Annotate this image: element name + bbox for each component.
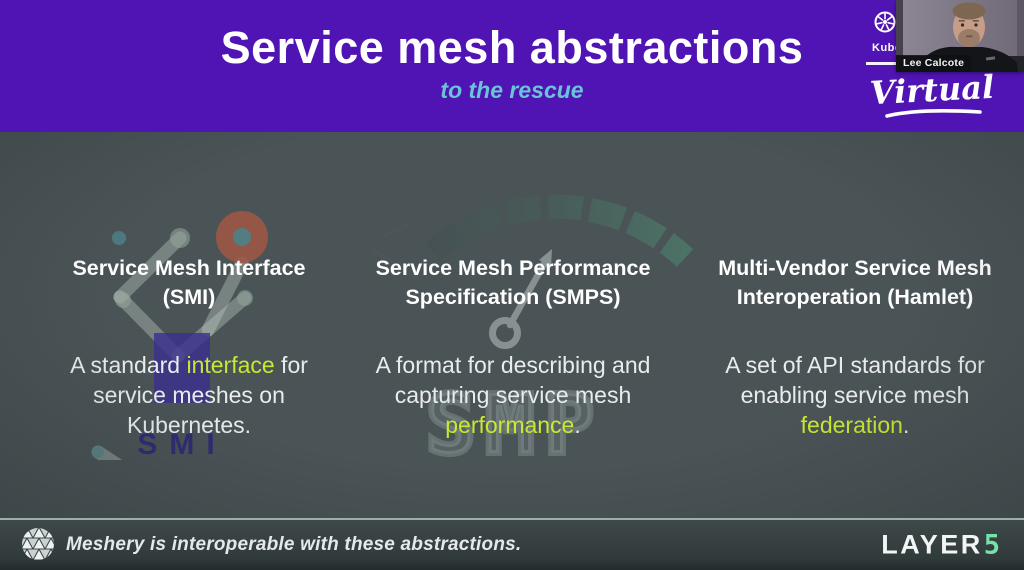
column-heading: Multi-Vendor Service Mesh Interoperation… (718, 256, 992, 309)
kubecon-badge: Kube (872, 10, 902, 54)
kubernetes-wheel-icon (874, 11, 896, 33)
body-text: . (902, 412, 910, 438)
column-body: A format for describing and capturing se… (353, 350, 673, 440)
slide-footer: Meshery is interoperable with these abst… (0, 518, 1024, 570)
footer-note: Meshery is interoperable with these abst… (66, 534, 522, 555)
page-subtitle: to the rescue (440, 77, 584, 103)
smp-gauge-watermark (371, 194, 694, 349)
layer5-wordmark: LAYER (881, 529, 983, 560)
column-smi: Service Mesh Interface (SMI) A standard … (54, 254, 324, 440)
virtual-underline-swoosh (885, 109, 982, 118)
body-text: A format for describing and capturing se… (375, 352, 651, 408)
highlight-term: interface (186, 352, 275, 378)
body-text: A standard (70, 352, 187, 378)
highlight-term: federation (800, 412, 903, 438)
kubecon-underline (866, 62, 900, 65)
webcam-overlay[interactable]: Lee Calcote (896, 0, 1024, 72)
meshery-logo-icon (22, 528, 54, 560)
body-text: for service meshes on Kubernetes. (93, 352, 308, 438)
virtual-script-label: Virtual (868, 67, 996, 113)
smi-watermark-label: SMI (137, 428, 226, 460)
page-title: Service mesh abstractions (220, 22, 804, 73)
column-smps: Service Mesh Performance Specification (… (353, 254, 673, 440)
column-body: A standard interface for service meshes … (54, 350, 324, 440)
column-body: A set of API standards for enabling serv… (705, 350, 1005, 440)
body-text: A set of API standards for enabling serv… (725, 352, 985, 408)
body-text: . (574, 412, 581, 438)
smi-logo-watermark: SMI (91, 211, 268, 460)
layer5-five: 5 (983, 529, 1000, 561)
highlight-term: performance (445, 412, 575, 438)
smp-watermark-label: SMP (423, 378, 605, 473)
column-heading: Service Mesh Performance Specification (… (375, 256, 651, 309)
layer5-logo: LAYER5 (881, 530, 1000, 561)
slide-header: Service mesh abstractions to the rescue (0, 0, 1024, 132)
kubecon-partial-label: Kube (872, 42, 902, 54)
slide-content: SMI SMP Service Mesh Interface (SMI) A (0, 132, 1024, 518)
column-hamlet: Multi-Vendor Service Mesh Interoperation… (705, 254, 1005, 440)
presenter-name-label: Lee Calcote (896, 55, 972, 72)
column-heading: Service Mesh Interface (SMI) (72, 256, 306, 309)
